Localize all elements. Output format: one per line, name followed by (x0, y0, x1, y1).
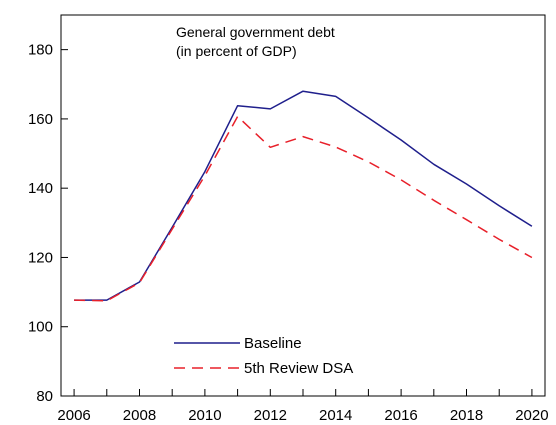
x-axis: 2006 2008 2010 2012 2014 2016 2018 2020 (57, 389, 549, 424)
series-layer (74, 90, 533, 302)
series-line-fifth-review-dsa (74, 115, 533, 302)
legend: Baseline 5th Review DSA (174, 335, 353, 377)
series-line-baseline (74, 90, 533, 301)
x-tick-label: 2010 (188, 407, 221, 424)
y-tick-label: 180 (28, 42, 53, 59)
x-tick-label: 2008 (123, 407, 156, 424)
x-tick-label: 2012 (254, 407, 287, 424)
plot-frame (60, 14, 546, 397)
x-tick-label: 2018 (450, 407, 483, 424)
chart-title-line-1: General government debt (176, 24, 335, 40)
chart-title-line-2: (in percent of GDP) (176, 43, 297, 59)
y-tick-label: 120 (28, 249, 53, 266)
y-tick-label: 100 (28, 319, 53, 336)
y-tick-label: 80 (36, 388, 53, 405)
y-axis: 80 100 120 140 160 180 (28, 42, 68, 405)
chart-title: General government debt (in percent of G… (176, 24, 335, 59)
x-tick-label: 2020 (515, 407, 548, 424)
x-tick-label: 2006 (57, 407, 90, 424)
x-tick-label: 2016 (384, 407, 417, 424)
y-tick-label: 160 (28, 111, 53, 128)
legend-label-baseline: Baseline (244, 335, 302, 352)
legend-label-fifth-review-dsa: 5th Review DSA (244, 360, 353, 377)
x-tick-label: 2014 (319, 407, 352, 424)
y-tick-label: 140 (28, 180, 53, 197)
